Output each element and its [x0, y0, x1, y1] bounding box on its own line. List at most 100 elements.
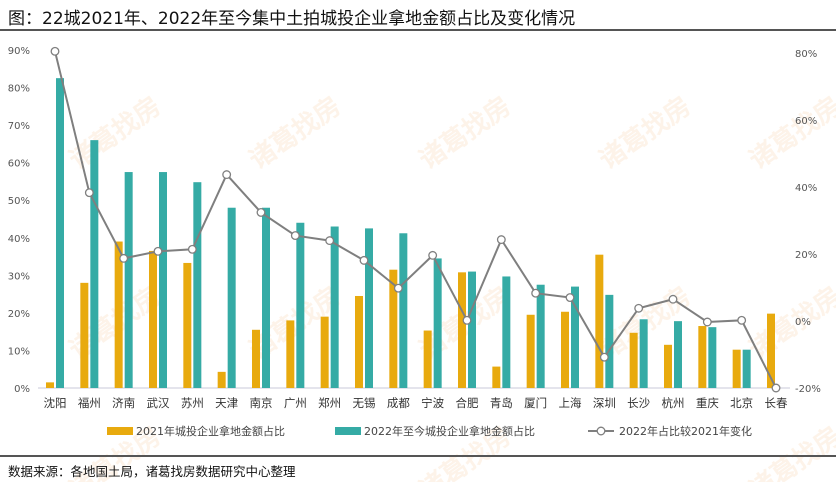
x-category-label: 厦门 [524, 396, 547, 410]
legend-label-2021: 2021年城投企业拿地金额占比 [136, 424, 285, 438]
watermark: 诸葛找房 [744, 421, 836, 482]
x-category-label: 沈阳 [44, 396, 67, 410]
bar-2021 [732, 349, 741, 388]
change-point [599, 352, 609, 362]
change-point [84, 188, 94, 198]
y-left-tick-label: 90% [8, 46, 30, 57]
change-point [256, 208, 266, 217]
change-point [565, 293, 575, 302]
change-point [737, 315, 747, 325]
x-category-label: 北京 [730, 396, 753, 410]
x-category-label: 郑州 [318, 396, 341, 410]
change-point [496, 235, 506, 245]
watermark: 诸葛找房 [744, 91, 836, 175]
change-point [771, 383, 781, 393]
bar-2022 [227, 207, 236, 388]
change-point [668, 294, 678, 304]
change-point [222, 170, 232, 180]
y-right-tick-label: 0% [795, 317, 811, 328]
y-left-tick-label: 0% [14, 384, 30, 395]
change-point [634, 303, 644, 313]
bar-2021 [320, 316, 329, 388]
bar-2021 [595, 254, 604, 388]
y-left-tick-label: 30% [8, 271, 30, 282]
watermark: 诸葛找房 [244, 91, 346, 175]
bar-2021 [355, 295, 363, 388]
bar-2021 [767, 313, 775, 388]
change-point [359, 255, 369, 265]
bar-2022 [90, 140, 99, 388]
x-category-label: 重庆 [696, 396, 719, 410]
bar-2021 [561, 311, 569, 388]
bar-2022 [742, 349, 751, 388]
y-right-tick-label: 20% [795, 250, 817, 261]
x-category-label: 上海 [559, 396, 582, 410]
bar-2022 [502, 276, 511, 388]
watermark: 诸葛找房 [414, 91, 516, 175]
x-category-label: 福州 [78, 396, 101, 410]
x-category-label: 无锡 [353, 396, 376, 410]
x-category-label: 合肥 [456, 396, 479, 410]
change-point [393, 283, 403, 293]
legend-marker-change [596, 426, 606, 436]
x-category-label: 广州 [284, 396, 307, 410]
bar-2021 [183, 262, 192, 388]
bar-2022 [571, 286, 579, 388]
y-left-tick-label: 60% [8, 159, 30, 170]
x-category-label: 武汉 [147, 396, 170, 410]
y-left-tick-label: 20% [8, 309, 30, 320]
bar-2022 [605, 294, 614, 388]
bar-2021 [492, 366, 501, 388]
legend-label-2022: 2022年至今城投企业拿地金额占比 [364, 424, 535, 438]
x-category-label: 深圳 [593, 396, 616, 410]
bar-2022 [433, 258, 442, 388]
change-point [153, 246, 163, 256]
x-category-label: 南京 [250, 396, 273, 410]
x-category-label: 杭州 [662, 396, 685, 410]
watermark: 诸葛找房 [594, 91, 696, 175]
bar-2021 [252, 329, 260, 388]
watermark: 诸葛找房 [64, 91, 166, 175]
bar-2021 [664, 344, 672, 388]
bar-2021 [149, 250, 157, 388]
y-right-tick-label: 40% [795, 183, 817, 194]
change-point [462, 315, 472, 325]
x-category-label: 宁波 [421, 396, 444, 410]
legend-swatch-2021 [107, 427, 133, 435]
bar-2022 [536, 284, 545, 388]
change-point [428, 250, 438, 260]
change-point [702, 317, 712, 327]
x-category-label: 长沙 [627, 396, 650, 410]
change-point [187, 244, 197, 254]
y-left-tick-label: 10% [8, 346, 30, 357]
x-category-label: 济南 [112, 396, 135, 410]
bar-2021 [389, 269, 398, 388]
y-left-tick-label: 70% [8, 121, 30, 132]
bar-2022 [639, 319, 648, 388]
x-category-label: 长春 [765, 396, 788, 410]
bar-2021 [114, 241, 123, 388]
bar-2022 [296, 222, 305, 388]
bar-2022 [330, 226, 339, 388]
bar-2022 [365, 228, 373, 388]
bar-2022 [468, 271, 476, 388]
bar-2021 [423, 330, 432, 388]
change-point [50, 46, 60, 56]
x-category-label: 青岛 [490, 396, 513, 410]
footer-divider [0, 455, 836, 457]
change-point [325, 236, 335, 246]
bar-2022 [674, 321, 682, 388]
change-point [290, 231, 300, 241]
bar-2022 [124, 172, 133, 388]
y-right-tick-label: -20% [795, 384, 821, 395]
bar-2022 [262, 207, 270, 388]
bar-2021 [458, 272, 466, 388]
y-left-tick-label: 40% [8, 234, 30, 245]
change-line [54, 51, 777, 389]
bar-2022 [193, 182, 202, 388]
bar-2022 [399, 233, 408, 388]
y-left-tick-label: 80% [8, 84, 30, 95]
y-right-tick-label: 80% [795, 49, 817, 60]
change-point [531, 288, 541, 298]
